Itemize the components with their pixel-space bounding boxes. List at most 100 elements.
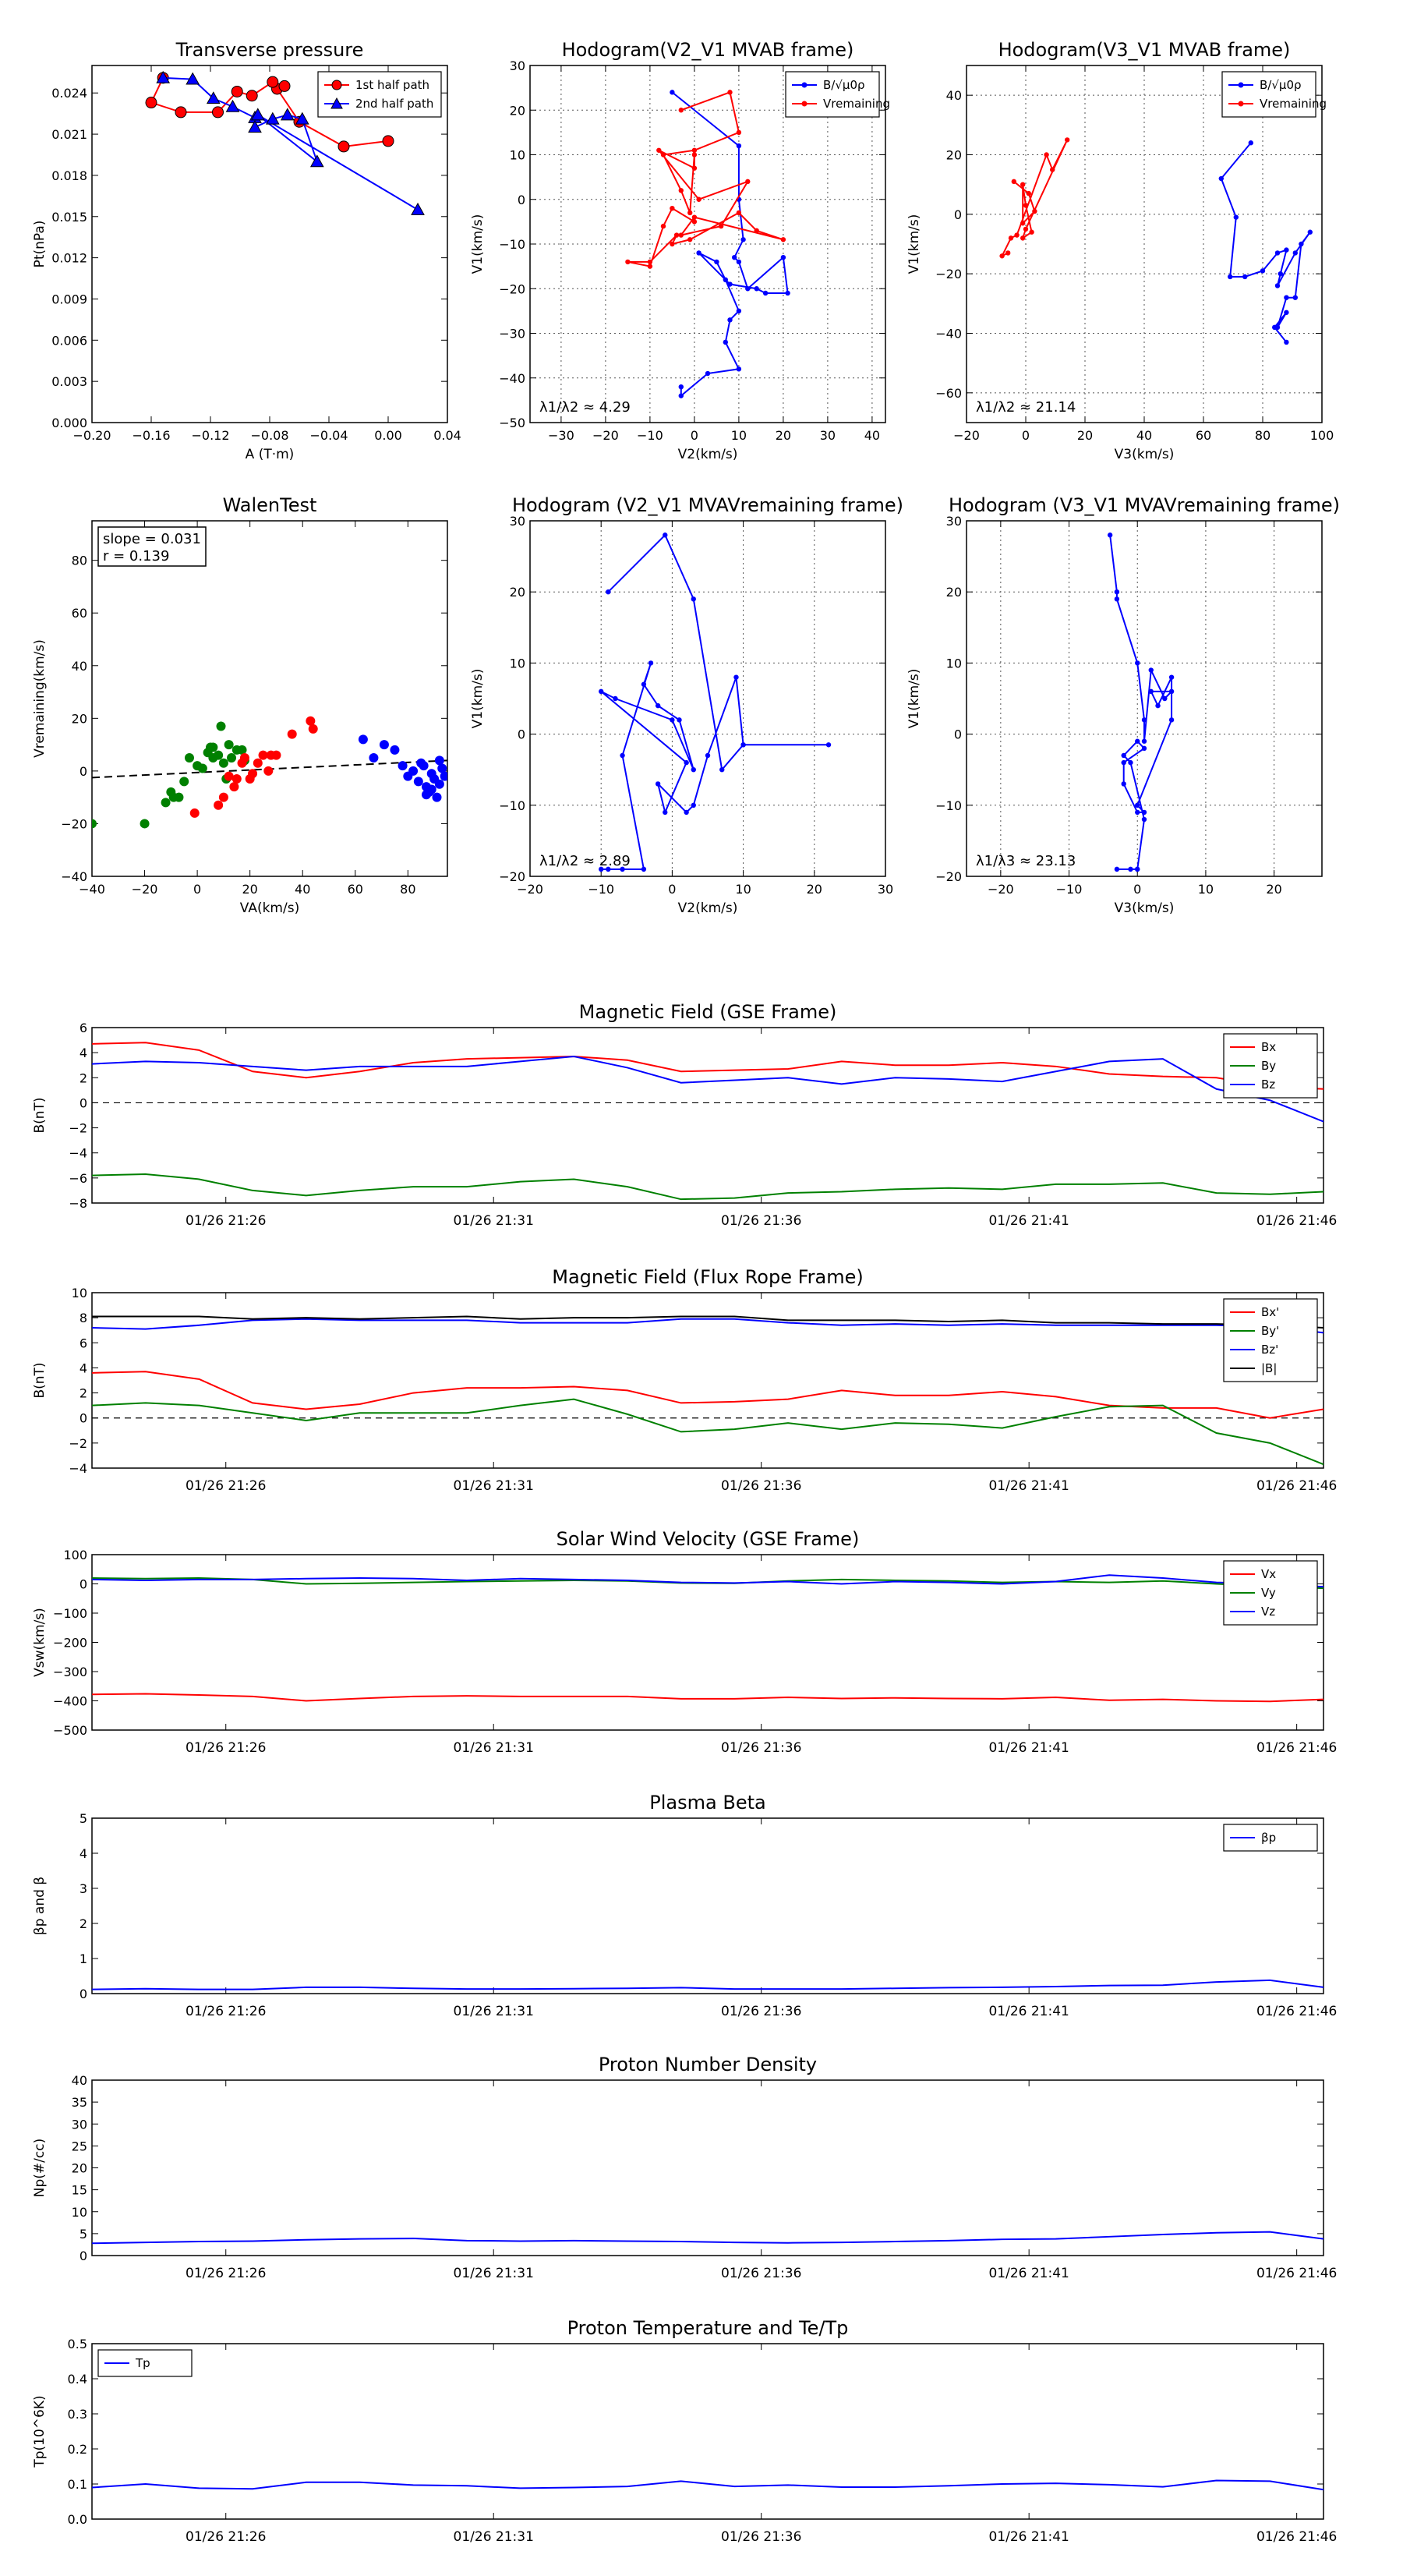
- data-point: [660, 223, 666, 229]
- x-tick-label: −0.12: [191, 428, 229, 443]
- data-point: [225, 99, 240, 112]
- data-point: [740, 742, 746, 748]
- scatter-point: [237, 745, 247, 755]
- data-point: [691, 152, 698, 157]
- x-tick-label: −0.20: [72, 428, 111, 443]
- x-tick-label: 60: [1196, 428, 1211, 443]
- data-point: [599, 866, 604, 872]
- series-line-0: [92, 1042, 1323, 1090]
- x-tick-label: 20: [1266, 882, 1281, 897]
- y-axis-label: V1(km/s): [906, 214, 922, 274]
- time-tick-label: 01/26 21:46: [1256, 2004, 1337, 2019]
- scatter-point: [434, 779, 444, 789]
- x-tick-label: −20: [953, 428, 980, 443]
- y-tick-label: 6: [80, 1021, 87, 1035]
- data-point: [1299, 241, 1304, 247]
- y-tick-label: 20: [72, 711, 87, 726]
- data-point: [691, 802, 696, 809]
- data-point: [663, 533, 668, 538]
- scatter-point: [227, 753, 237, 763]
- scatter-point: [440, 771, 447, 781]
- y-tick-label: −20: [935, 869, 962, 884]
- y-axis-label: B(nT): [32, 1097, 48, 1133]
- x-tick-label: −10: [588, 882, 614, 897]
- time-tick-label: 01/26 21:36: [721, 2529, 801, 2545]
- data-point: [1141, 816, 1147, 823]
- time-tick-label: 01/26 21:31: [454, 2266, 534, 2281]
- data-point: [1023, 226, 1029, 232]
- chart-hv3: Hodogram(V3_V1 MVAB frame) −60 −40 −20 0 20 40…: [906, 39, 1334, 462]
- data-point: [727, 90, 733, 95]
- series-line-2: [92, 1055, 1323, 1123]
- data-point: [1284, 295, 1289, 300]
- time-tick-label: 01/26 21:31: [454, 1740, 534, 1756]
- data-point: [1135, 809, 1140, 816]
- scatter-point: [208, 742, 218, 752]
- x-tick-label: 0.00: [374, 428, 402, 443]
- data-point: [687, 237, 693, 242]
- data-point: [641, 681, 647, 687]
- y-tick-label: −200: [53, 1636, 87, 1651]
- time-tick-label: 01/26 21:36: [721, 2266, 801, 2281]
- scatter-point: [218, 758, 228, 768]
- legend-box: [317, 71, 442, 118]
- time-tick-label: 01/26 21:26: [186, 2004, 266, 2019]
- legend-label: Vx: [1261, 1567, 1276, 1581]
- data-point: [727, 281, 733, 287]
- x-tick-label: −0.04: [309, 428, 348, 443]
- scatter-point: [253, 758, 263, 768]
- data-point: [1155, 702, 1161, 709]
- data-point: [411, 202, 425, 215]
- plot-area: [92, 1042, 1323, 1201]
- legend-box: [1223, 1824, 1318, 1852]
- data-point: [1008, 235, 1014, 241]
- legend-box: [1221, 71, 1316, 118]
- y-tick-label: 30: [946, 514, 962, 529]
- scatter-point: [166, 787, 176, 797]
- data-point: [655, 702, 661, 709]
- y-tick-label: 4: [80, 1361, 87, 1375]
- data-point: [691, 219, 698, 225]
- x-tick-label: 30: [878, 882, 893, 897]
- y-axis-label: V1(km/s): [906, 669, 922, 729]
- y-tick-label: 2: [80, 1916, 87, 1931]
- legend-marker: [801, 101, 808, 107]
- y-tick-label: 10: [946, 656, 962, 671]
- legend-label: Vy: [1261, 1586, 1276, 1600]
- series-line-0: [1109, 535, 1174, 870]
- plot-area: [1107, 533, 1175, 872]
- data-point: [1014, 232, 1020, 238]
- y-tick-label: −40: [935, 327, 962, 341]
- data-point: [1228, 274, 1233, 280]
- x-tick-label: 0: [668, 882, 676, 897]
- plot-area: [92, 2479, 1323, 2491]
- y-tick-label: 20: [510, 585, 525, 600]
- y-tick-label: 0: [80, 1411, 87, 1426]
- data-point: [175, 106, 187, 119]
- y-tick-label: 0.024: [51, 86, 87, 101]
- data-point: [732, 254, 737, 260]
- legend-label: 2nd half path: [355, 97, 433, 111]
- legend-label: Vremaining: [823, 97, 890, 111]
- legend-label: Vremaining: [1260, 97, 1327, 111]
- y-tick-label: 3: [80, 1881, 87, 1896]
- data-point: [684, 809, 689, 816]
- y-tick-label: 10: [72, 2205, 87, 2220]
- chart-title: Hodogram(V3_V1 MVAB frame): [998, 39, 1291, 61]
- data-point: [1128, 866, 1133, 872]
- data-point: [684, 759, 689, 766]
- data-point: [999, 253, 1005, 259]
- x-tick-label: 80: [400, 882, 415, 897]
- data-point: [678, 232, 684, 238]
- series-line-2: [92, 1574, 1323, 1588]
- data-point: [1044, 152, 1049, 157]
- y-tick-label: −20: [61, 816, 87, 831]
- chart-title: WalenTest: [223, 494, 317, 516]
- data-point: [678, 188, 684, 193]
- data-point: [660, 152, 666, 157]
- y-tick-label: 0.2: [68, 2442, 87, 2457]
- scatter-point: [437, 763, 447, 773]
- data-point: [1218, 175, 1225, 182]
- y-tick-label: 20: [946, 585, 962, 600]
- x-tick-label: 80: [1255, 428, 1270, 443]
